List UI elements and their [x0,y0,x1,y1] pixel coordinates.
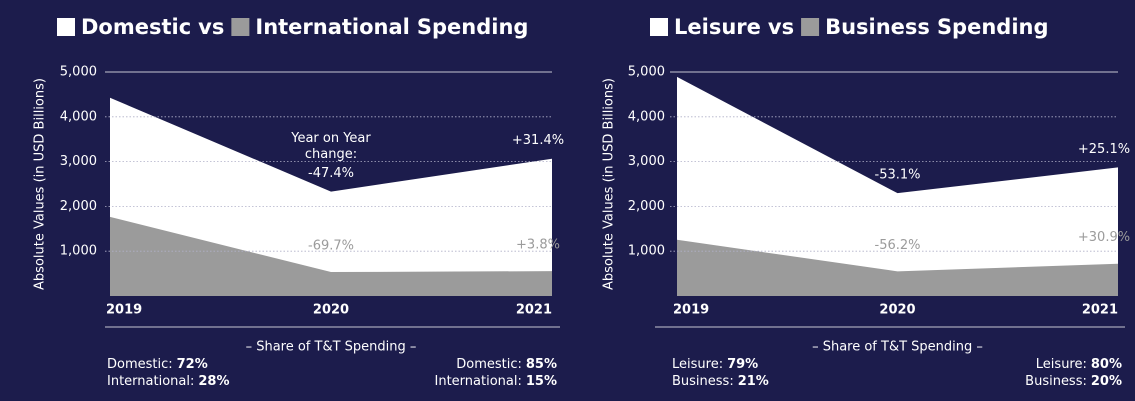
share-line: Business: 20% [1025,374,1122,389]
y-axis-label: Absolute Values (in USD Billions) [33,78,48,290]
share-label: Leisure: [1036,357,1087,372]
share-value: 72% [177,357,208,372]
legend-label: Domestic [81,15,191,39]
annotation: Year on Year [290,131,371,146]
y-tick-label: 5,000 [60,65,97,80]
share-title: – Share of T&T Spending – [246,340,417,355]
share-value: 20% [1091,374,1122,389]
x-tick-label: 2020 [879,303,915,318]
change-label: +31.4% [512,133,564,148]
change-label: -53.1% [875,168,921,183]
y-tick-label: 4,000 [60,109,97,124]
legend-swatch [801,18,820,36]
share-label: International: [435,374,522,389]
share-line: Business: 21% [672,374,769,389]
x-tick-label: 2019 [673,303,709,318]
share-label: Leisure: [672,357,723,372]
y-tick-label: 3,000 [628,154,665,169]
share-value: 85% [526,357,557,372]
change-label: +25.1% [1078,142,1130,157]
share-line: Domestic: 72% [107,357,208,372]
legend-label: International [255,15,410,39]
y-tick-label: 3,000 [60,154,97,169]
x-tick-label: 2019 [106,303,142,318]
y-tick-label: 2,000 [628,199,665,214]
change-label: -56.2% [875,238,921,253]
legend-swatch [650,18,668,36]
legend-swatch [231,18,250,36]
chart-title: Spending [937,15,1049,39]
x-tick-label: 2021 [516,303,552,318]
y-tick-label: 1,000 [60,244,97,259]
x-tick-label: 2021 [1082,303,1118,318]
chart-title: vs [198,15,224,39]
share-value: 80% [1091,357,1122,372]
share-label: Domestic: [456,357,522,372]
legend-swatch [57,18,75,36]
chart-title: vs [768,15,794,39]
x-tick-label: 2020 [313,303,349,318]
annotation: change: [305,147,357,162]
change-label: +3.8% [516,238,560,253]
y-tick-label: 1,000 [628,244,665,259]
share-line: International: 28% [107,374,229,389]
share-value: 21% [738,374,769,389]
change-label: +30.9% [1078,230,1130,245]
chart-title: Spending [417,15,529,39]
legend-label: Leisure [674,15,761,39]
legend-label: Business [825,15,930,39]
share-title: – Share of T&T Spending – [812,340,983,355]
share-label: Business: [1025,374,1087,389]
share-line: International: 15% [435,374,557,389]
area [677,76,1118,296]
share-line: Domestic: 85% [456,357,557,372]
share-line: Leisure: 79% [672,357,758,372]
share-value: 79% [727,357,758,372]
y-tick-label: 5,000 [628,65,665,80]
change-label: -69.7% [308,239,354,254]
share-label: Domestic: [107,357,173,372]
area [677,239,1118,296]
share-line: Leisure: 80% [1036,357,1122,372]
area [110,216,552,296]
y-axis-label: Absolute Values (in USD Billions) [602,78,617,290]
share-value: 28% [198,374,229,389]
share-label: International: [107,374,194,389]
share-label: Business: [672,374,734,389]
change-label: -47.4% [308,166,354,181]
y-tick-label: 2,000 [60,199,97,214]
y-tick-label: 4,000 [628,109,665,124]
share-value: 15% [526,374,557,389]
